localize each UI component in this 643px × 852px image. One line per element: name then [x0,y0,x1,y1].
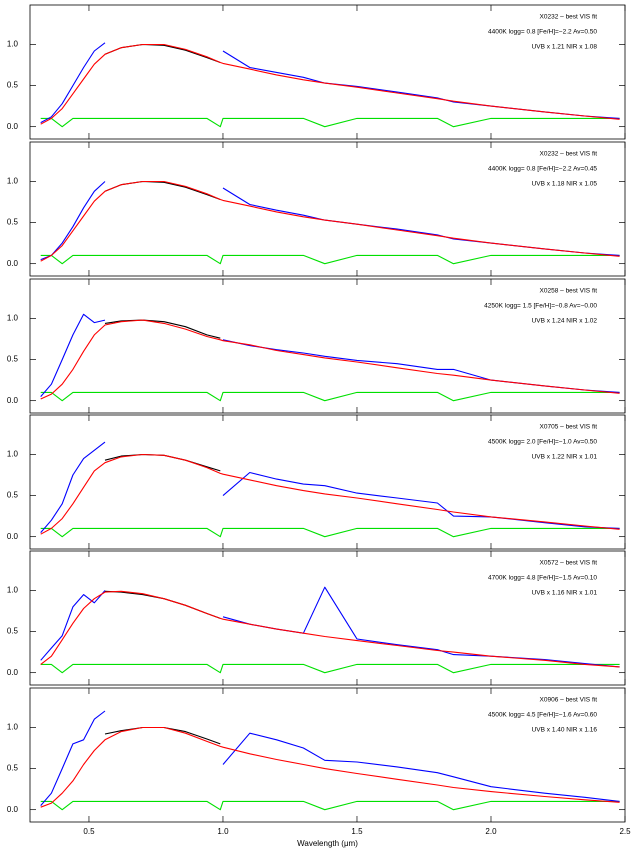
y-tick-label: 0.5 [7,81,19,90]
x-tick-label: 2.5 [619,827,631,836]
spectrum-line [104,590,221,619]
spectrum-line [40,117,620,128]
panel-frame [29,141,626,277]
annotation: 4250K logg= 1.5 [Fe/H]=−0.8 Av=−0.00 [484,303,597,310]
annotation: 4400K logg= 0.8 [Fe/H]=−2.2 Av=0.45 [488,166,597,173]
panel-frame [29,550,626,686]
y-tick-label: 1.0 [7,586,19,595]
spectrum-line [40,527,620,538]
annotation: 4500K logg= 2.0 [Fe/H]=−1.0 Av=0.50 [488,439,597,446]
y-tick-label: 0.0 [7,259,19,268]
y-tick-label: 0.5 [7,218,19,227]
annotation: 4400K logg= 0.8 [Fe/H]=−2.2 Av=0.50 [488,29,597,36]
y-tick-label: 0.5 [7,491,19,500]
annotation: X0232 – best VIS fit [540,14,598,21]
x-tick-label: 1.0 [217,827,229,836]
annotation: X0705 – best VIS fit [540,424,598,431]
annotation: X0572 – best VIS fit [540,560,598,567]
y-tick-label: 0.0 [7,122,19,131]
x-tick-label: 2.0 [485,827,497,836]
y-tick-label: 1.0 [7,40,19,49]
spectrum-line [40,319,620,400]
annotation: UVB x 1.21 NIR x 1.08 [532,44,598,51]
annotation: UVB x 1.24 NIR x 1.02 [532,318,598,325]
y-tick-label: 0.0 [7,532,19,541]
spectrum-line [104,319,221,339]
y-tick-label: 0.0 [7,668,19,677]
x-tick-label: 1.5 [351,827,363,836]
annotation: UVB x 1.16 NIR x 1.01 [532,590,598,597]
annotation: UVB x 1.18 NIR x 1.05 [532,181,598,188]
annotation: X0906 – best VIS fit [540,697,598,704]
y-tick-label: 0.5 [7,764,19,773]
panel-frame [29,4,626,140]
annotation: X0258 – best VIS fit [540,288,598,295]
annotation: 4500K logg= 4.5 [Fe/H]=−1.6 Av=0.60 [488,712,597,719]
spectrum-line [40,453,620,535]
panel-frame [29,278,626,414]
spectrum-line [40,590,620,668]
y-tick-label: 1.0 [7,450,19,459]
y-tick-label: 1.0 [7,723,19,732]
annotation: 4700K logg= 4.8 [Fe/H]=−1.5 Av=0.10 [488,575,597,582]
x-axis-label: Wavelength (μm) [297,839,358,848]
spectrum-line [40,391,620,402]
y-tick-label: 0.5 [7,355,19,364]
spectrum-line [40,800,620,811]
spectrum-line [40,710,620,806]
spectrum-line [40,254,620,265]
spectrum-line [40,726,620,808]
x-tick-label: 0.5 [83,827,95,836]
panel-frame [29,414,626,550]
y-tick-label: 0.0 [7,805,19,814]
y-tick-label: 1.0 [7,177,19,186]
y-tick-label: 0.5 [7,627,19,636]
annotation: X0232 – best VIS fit [540,151,598,158]
panel-frame [29,687,626,823]
spectrum-line [40,43,620,125]
spectrum-line [104,726,221,745]
spectrum-line [40,586,620,668]
spectrum-line [40,441,620,533]
spectrum-line [40,180,620,262]
annotation: UVB x 1.22 NIR x 1.01 [532,454,598,461]
spectrum-line [40,663,620,674]
annotation: UVB x 1.40 NIR x 1.16 [532,727,598,734]
y-tick-label: 1.0 [7,314,19,323]
y-tick-label: 0.0 [7,396,19,405]
